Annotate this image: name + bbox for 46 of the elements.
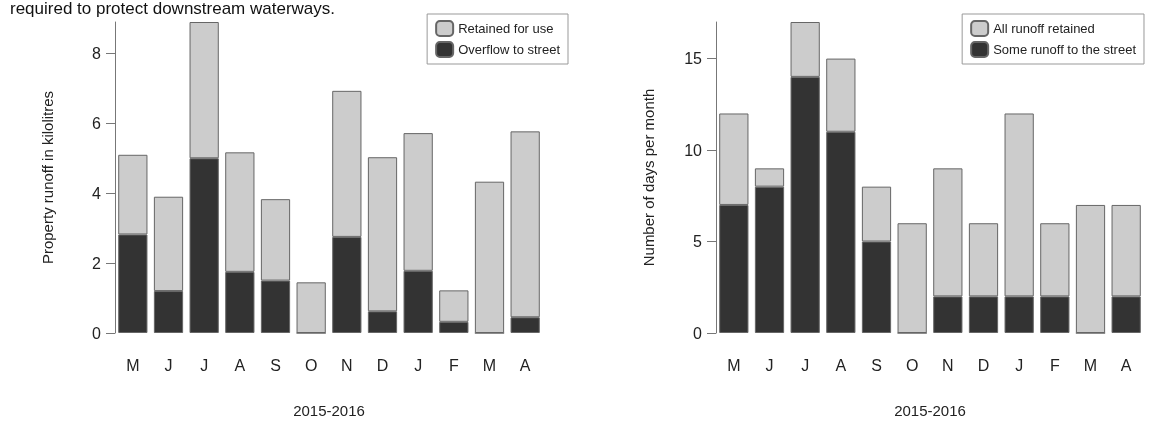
- x-tick-label: M: [126, 356, 140, 374]
- bar: [897, 223, 927, 333]
- legend-label: Retained for use: [458, 21, 554, 36]
- x-tick-label: O: [304, 356, 318, 374]
- legend-label: Overflow to street: [458, 42, 561, 57]
- legend-label: Some runoff to the street: [993, 42, 1137, 57]
- x-tick-label: S: [871, 356, 882, 374]
- x-tick-label: J: [164, 356, 173, 374]
- y-tick-label: 4: [92, 184, 102, 202]
- y-tick-label: 15: [684, 50, 703, 68]
- y-tick-label: 8: [92, 44, 102, 62]
- bar: [474, 181, 505, 333]
- x-tick-label: A: [519, 356, 531, 374]
- x-tick-label: J: [801, 356, 810, 374]
- x-tick-label: D: [376, 356, 389, 374]
- x-tick-label: F: [448, 356, 459, 374]
- x-tick-label: A: [1120, 356, 1132, 374]
- x-tick-label: M: [727, 356, 741, 374]
- x-tick-label: A: [234, 356, 246, 374]
- text: required to protect downstream waterways.: [10, 0, 336, 18]
- y-axis-title: Property runoff in kilolitres: [39, 90, 56, 265]
- x-tick-label: N: [942, 356, 954, 374]
- x-tick-label: D: [977, 356, 990, 374]
- y-tick-label: 0: [92, 324, 102, 342]
- x-tick-label: S: [270, 356, 281, 374]
- x-tick-label: O: [905, 356, 919, 374]
- x-tick-label: J: [1015, 356, 1024, 374]
- y-tick-label: 2: [92, 254, 102, 272]
- y-tick-label: 0: [693, 324, 703, 342]
- y-tick-label: 10: [684, 141, 703, 159]
- legend-label: All runoff retained: [993, 21, 1095, 36]
- y-axis-title: Number of days per month: [640, 88, 657, 267]
- x-tick-label: M: [1083, 356, 1098, 374]
- x-tick-label: F: [1049, 356, 1060, 374]
- y-tick-label: 5: [693, 233, 703, 251]
- y-tick-label: 6: [92, 114, 102, 132]
- x-tick-label: N: [341, 356, 353, 374]
- x-tick-label: J: [765, 356, 774, 374]
- bar: [1075, 204, 1106, 333]
- x-axis-title: 2015-2016: [293, 402, 365, 419]
- x-tick-label: M: [482, 356, 497, 374]
- x-tick-label: J: [414, 356, 423, 374]
- x-tick-label: J: [200, 356, 209, 374]
- bar: [296, 282, 326, 333]
- x-axis-title: 2015-2016: [894, 402, 966, 419]
- x-tick-label: A: [835, 356, 847, 374]
